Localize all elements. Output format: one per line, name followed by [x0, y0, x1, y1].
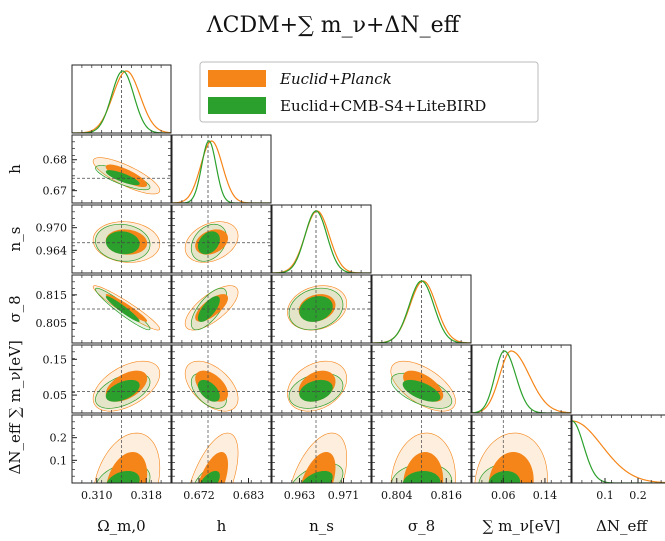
marginal-curve-euclid-planck: [72, 70, 171, 133]
diag-panel-8: [371, 274, 472, 344]
diag-panel-m-0: [71, 64, 172, 134]
marginal-curve-euclid-planck: [572, 420, 665, 483]
marginal-curve-euclid-cmb-s4-litebird: [372, 280, 471, 343]
panel-n-s-vs-h: [171, 204, 272, 274]
panel-n-eff-vs-8: [371, 414, 472, 484]
y-tick-label-n-eff-1: 0.1: [50, 454, 68, 467]
y-tick-label-n-s-0: 0.970: [36, 222, 68, 235]
x-tick-label-m-ev-0: 0.06: [491, 489, 516, 502]
contour-euclid-planck-1sigma: [198, 452, 229, 483]
legend-label-euclid-planck: Euclid+Planck: [279, 70, 392, 88]
y-tick-label-n-eff-0: 0.2: [50, 432, 68, 445]
panel-n-eff-vs-m-0: [71, 414, 172, 484]
marginal-curve-euclid-cmb-s4-litebird: [72, 70, 171, 133]
contour-euclid-cmb-s4-litebird-1sigma: [197, 379, 220, 402]
legend-label-euclid-cmbs4-litebird: Euclid+CMB-S4+LiteBIRD: [280, 97, 486, 115]
y-axis-label-n-eff: ΔN_eff: [6, 422, 24, 474]
x-tick-label-h-1: 0.683: [233, 489, 265, 502]
contour-euclid-cmb-s4-litebird-1sigma: [106, 470, 140, 483]
diag-panel-m-ev: [471, 344, 572, 414]
diag-panel-n-s: [271, 204, 372, 274]
y-tick-label-m-ev-1: 0.05: [43, 389, 68, 402]
x-tick-label-n-eff-1: 0.2: [629, 489, 647, 502]
x-axis-label-h: h: [217, 517, 227, 535]
y-axis-label-8: σ_8: [6, 295, 24, 322]
panel-8-vs-m-0: [71, 274, 172, 344]
panels-group: 0.310 0.318 Ω_m,0 0.672 0.683 h 0.963 0.971 n_s 0…: [6, 64, 665, 535]
marginal-curve-euclid-planck: [472, 350, 571, 413]
panel-m-ev-vs-8: [371, 344, 472, 414]
x-axis-label-m-0: Ω_m,0: [97, 517, 145, 535]
panel-8-vs-h: [171, 274, 272, 344]
x-tick-label-m-0-1: 0.318: [131, 489, 163, 502]
legend-swatch-euclid-cmbs4-litebird: [208, 97, 266, 114]
panel-m-ev-vs-m-0: [71, 344, 172, 414]
legend: Euclid+Planck Euclid+CMB-S4+LiteBIRD: [199, 61, 539, 123]
y-axis-label-n-s: n_s: [6, 227, 24, 252]
x-tick-label-m-0-0: 0.310: [81, 489, 113, 502]
panel-n-s-vs-m-0: [71, 204, 172, 274]
figure-title: ΛCDM+∑ m_ν+ΔN_eff: [206, 13, 461, 38]
x-axis-label-8: σ_8: [408, 517, 435, 535]
diag-panel-n-eff: [571, 414, 665, 484]
y-tick-label-8-1: 0.805: [36, 317, 68, 330]
x-tick-label-n-s-0: 0.963: [284, 489, 316, 502]
y-tick-label-h-0: 0.68: [43, 154, 68, 167]
contour-euclid-cmb-s4-litebird-1sigma: [488, 470, 521, 483]
diag-panel-h: [171, 134, 272, 204]
contour-euclid-cmb-s4-litebird-1sigma: [301, 470, 333, 483]
panel-n-eff-vs-n-s: [271, 414, 372, 484]
x-tick-label-n-s-1: 0.971: [328, 489, 360, 502]
panel-n-eff-vs-h: [171, 414, 272, 484]
contour-euclid-cmb-s4-litebird-1sigma: [105, 170, 140, 186]
x-axis-label-n-s: n_s: [309, 517, 334, 535]
x-tick-label-m-ev-1: 0.14: [533, 489, 558, 502]
panel-8-vs-n-s: [271, 274, 372, 344]
x-axis-label-m-ev: ∑ m_ν[eV]: [483, 517, 561, 535]
y-tick-label-8-0: 0.815: [36, 289, 68, 302]
y-tick-label-m-ev-0: 0.15: [43, 353, 68, 366]
panel-m-ev-vs-n-s: [271, 344, 372, 414]
y-axis-label-m-ev: ∑ m_ν[eV]: [6, 340, 24, 418]
x-tick-label-8-0: 0.804: [381, 489, 413, 502]
x-tick-label-n-eff-0: 0.1: [596, 489, 614, 502]
legend-swatch-euclid-planck: [208, 70, 266, 87]
panel-n-eff-vs-m-ev: [471, 414, 572, 484]
y-tick-label-h-1: 0.67: [43, 185, 68, 198]
contour-euclid-cmb-s4-litebird-1sigma: [299, 296, 333, 322]
x-tick-label-h-0: 0.672: [183, 489, 215, 502]
legend-box: [199, 61, 539, 123]
contour-euclid-cmb-s4-litebird-1sigma: [200, 470, 220, 483]
marginal-curve-euclid-cmb-s4-litebird: [172, 140, 271, 203]
x-axis-label-n-eff: ΔN_eff: [596, 517, 648, 535]
y-axis-label-h: h: [6, 164, 24, 174]
marginal-curve-euclid-cmb-s4-litebird: [472, 350, 571, 413]
panel-m-ev-vs-h: [171, 344, 272, 414]
panel-h-vs-m-0: [71, 134, 172, 204]
contour-euclid-cmb-s4-litebird-1sigma: [105, 379, 140, 402]
y-tick-label-n-s-1: 0.964: [36, 244, 68, 257]
x-tick-label-8-1: 0.816: [431, 489, 463, 502]
